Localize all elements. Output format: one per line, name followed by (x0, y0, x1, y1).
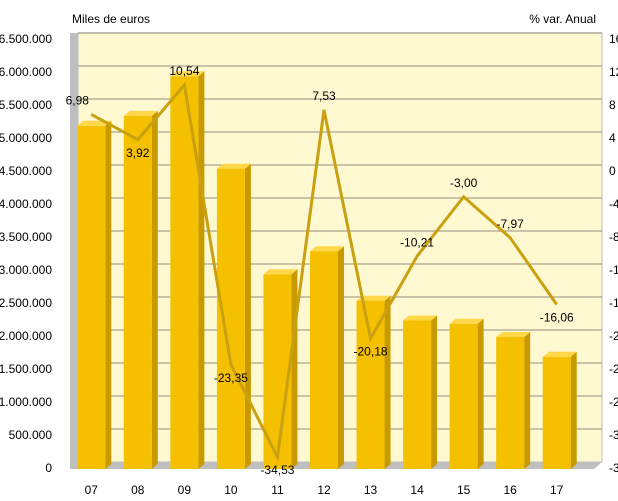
y2-tick-label: -4 (609, 197, 618, 211)
bar (77, 125, 106, 470)
left-wall (70, 33, 78, 469)
x-tick-label: 11 (271, 483, 284, 497)
bar-top (356, 295, 391, 301)
bar (310, 251, 338, 469)
bar-top (449, 318, 484, 324)
bar (356, 300, 385, 469)
data-label: -20,18 (354, 345, 388, 359)
y-tick-label: 2.000.000 (0, 329, 52, 343)
x-tick-label: 09 (178, 483, 192, 497)
x-tick-label: 17 (550, 483, 564, 497)
bar-side (384, 295, 391, 469)
y-tick-label: 6.500.000 (0, 32, 52, 46)
bar-side (244, 163, 251, 469)
y2-axis-label: % var. Anual (529, 12, 596, 26)
data-label: -7,97 (497, 217, 525, 231)
data-label: -16,06 (540, 311, 574, 325)
data-label: 3,92 (126, 146, 150, 160)
y2-tick-label: -8 (609, 230, 618, 244)
bar (216, 168, 245, 469)
x-tick-label: 08 (131, 483, 145, 497)
bar (496, 337, 525, 469)
y-tick-label: 2.500.000 (0, 296, 52, 310)
bar-top (403, 315, 438, 321)
bar-top (496, 332, 531, 337)
y-tick-label: 4.500.000 (0, 164, 52, 178)
x-tick-label: 13 (364, 483, 378, 497)
y2-tick-label: -28 (609, 395, 618, 409)
data-label: -3,00 (450, 176, 478, 190)
data-label: -10,21 (400, 235, 434, 249)
data-label: 7,53 (312, 89, 336, 103)
y2-tick-label: -20 (609, 329, 618, 343)
x-tick-label: 12 (317, 483, 331, 497)
y2-tick-label: 12 (609, 65, 618, 79)
bar-top (310, 246, 344, 252)
data-label: 10,54 (169, 64, 199, 78)
bar-top (542, 351, 577, 357)
line (90, 81, 558, 462)
x-tick-label: 07 (85, 483, 99, 497)
bar-top (216, 163, 251, 169)
y-tick-label: 6.000.000 (0, 65, 52, 79)
bar (449, 323, 478, 469)
bar (403, 320, 432, 469)
y2-tick-label: 0 (609, 164, 616, 178)
x-tick-label: 15 (457, 483, 471, 497)
y2-tick-label: 8 (609, 98, 616, 112)
y-axis-label: Miles de euros (72, 12, 150, 26)
y-tick-label: 3.000.000 (0, 263, 52, 277)
bar-side (524, 332, 531, 469)
y2-tick-label: -16 (609, 296, 618, 310)
y-tick-label: 0 (45, 461, 52, 475)
x-tick-label: 10 (224, 483, 238, 497)
data-label: -23,35 (214, 371, 248, 385)
bar-top (263, 269, 298, 275)
bar (542, 356, 571, 469)
y2-tick-label: -24 (609, 362, 618, 376)
bar-top (123, 110, 158, 116)
y2-tick-label: -36 (609, 461, 618, 475)
bar-side (570, 351, 577, 469)
y-tick-label: 500.000 (9, 428, 53, 442)
y-tick-label: 1.500.000 (0, 362, 52, 376)
bar-side (151, 110, 158, 470)
bar-side (338, 246, 344, 469)
data-label: 6,98 (66, 94, 90, 108)
y-tick-label: 5.000.000 (0, 131, 52, 145)
bar (123, 115, 152, 470)
x-tick-label: 16 (504, 483, 518, 497)
bar-side (198, 71, 205, 470)
bar-top (170, 71, 205, 77)
y-tick-label: 1.000.000 (0, 395, 52, 409)
data-label: -34,53 (260, 463, 294, 477)
y2-tick-label: -12 (609, 263, 618, 277)
bar-side (105, 120, 112, 470)
bar-side (477, 318, 484, 469)
bar-side (431, 315, 438, 469)
bar-side (291, 269, 298, 469)
y-tick-label: 5.500.000 (0, 98, 52, 112)
y2-tick-label: -32 (609, 428, 618, 442)
y2-tick-label: 4 (609, 131, 616, 145)
y-tick-label: 3.500.000 (0, 230, 52, 244)
x-tick-label: 14 (410, 483, 424, 497)
y-tick-label: 4.000.000 (0, 197, 52, 211)
y2-tick-label: 16 (609, 32, 618, 46)
